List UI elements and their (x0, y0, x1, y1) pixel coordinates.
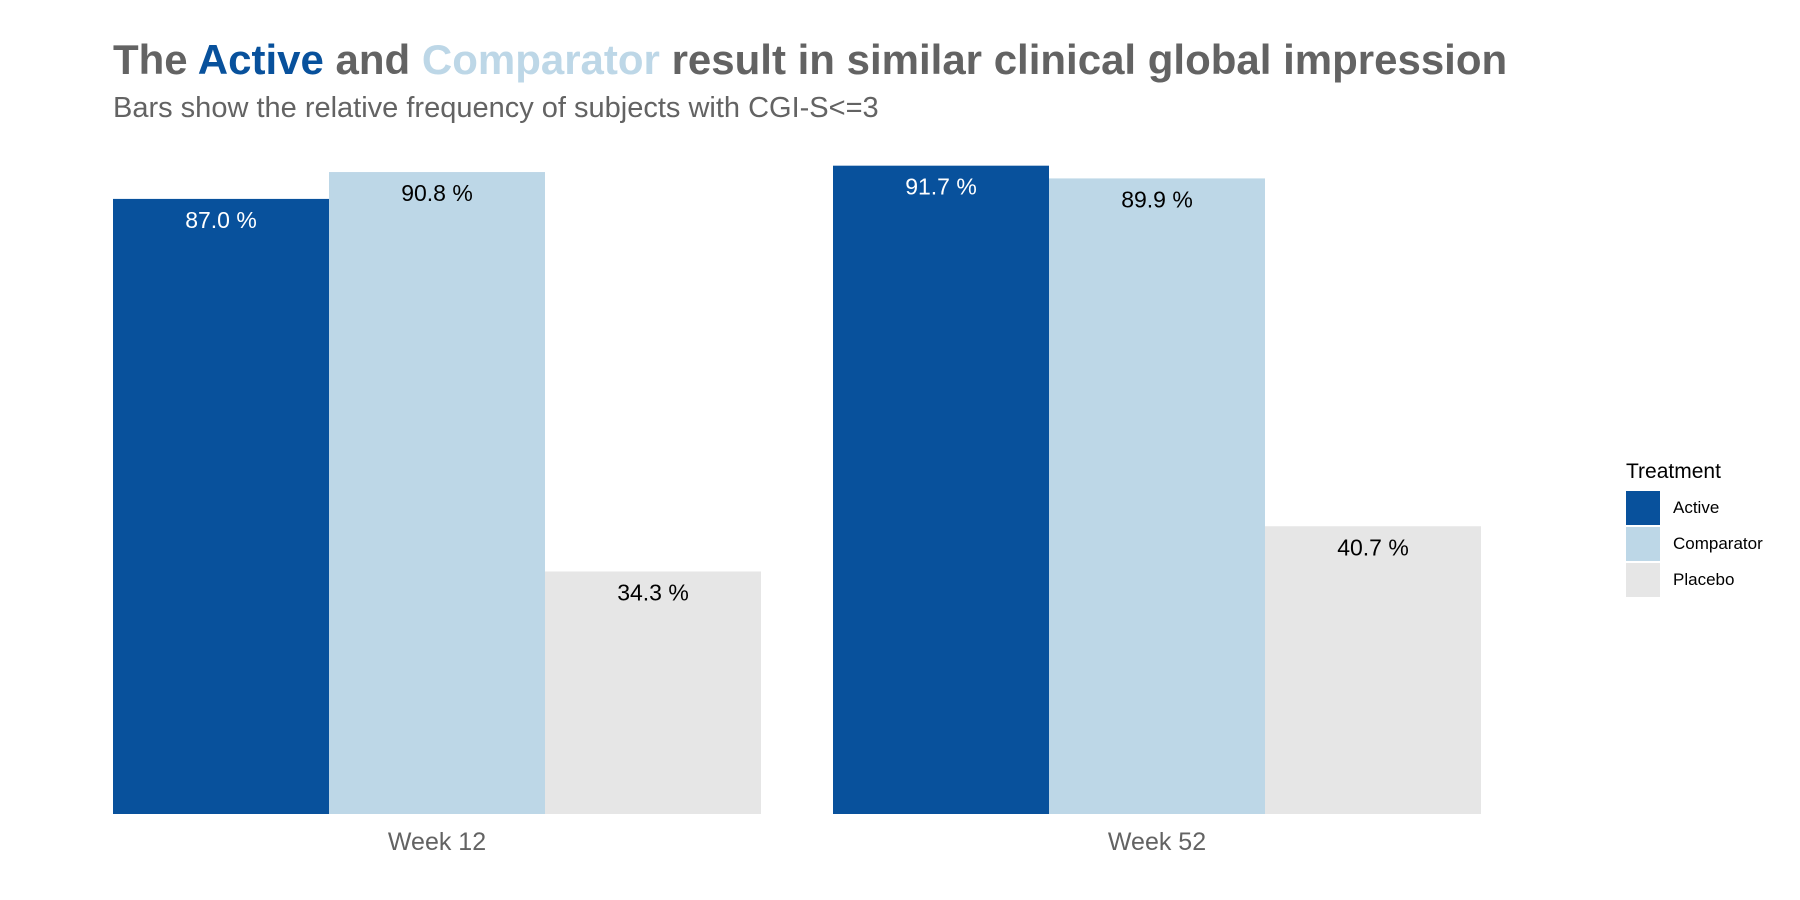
legend-swatch-placebo (1626, 563, 1660, 597)
legend: Treatment Active Comparator Placebo (1626, 460, 1763, 598)
legend-swatch-active (1626, 491, 1660, 525)
legend-item-placebo: Placebo (1626, 562, 1763, 598)
legend-label-comparator: Comparator (1673, 534, 1763, 553)
data-label-active-week-52: 91.7 % (905, 174, 977, 200)
title-highlight-active: Active (197, 36, 324, 83)
data-label-active-week-12: 87.0 % (185, 207, 257, 233)
data-label-placebo-week-52: 40.7 % (1337, 534, 1409, 560)
legend-swatch-comparator (1626, 527, 1660, 561)
chart-subtitle: Bars show the relative frequency of subj… (113, 92, 879, 124)
data-label-comparator-week-52: 89.9 % (1121, 186, 1193, 212)
title-suffix: result in similar clinical global impres… (659, 36, 1508, 83)
legend-item-comparator: Comparator (1626, 526, 1763, 562)
bar-active-week-52 (833, 165, 1049, 814)
title-prefix: The (113, 36, 198, 83)
bar-active-week-12 (113, 198, 329, 814)
legend-item-active: Active (1626, 490, 1763, 526)
chart-title: The Active and Comparator result in simi… (113, 36, 1507, 84)
x-tick-label-week-12: Week 12 (388, 828, 486, 856)
bar-comparator-week-52 (1049, 178, 1265, 815)
legend-label-placebo: Placebo (1673, 570, 1735, 589)
legend-label-active: Active (1673, 498, 1720, 517)
legend-title: Treatment (1626, 460, 1721, 483)
bar-placebo-week-52 (1265, 526, 1481, 814)
data-label-comparator-week-12: 90.8 % (401, 180, 473, 206)
title-middle: and (323, 36, 422, 83)
x-tick-label-week-52: Week 52 (1108, 828, 1206, 856)
title-highlight-comparator: Comparator (421, 36, 660, 83)
bar-placebo-week-12 (545, 571, 761, 814)
bar-comparator-week-12 (329, 172, 545, 814)
data-label-placebo-week-12: 34.3 % (617, 579, 689, 605)
